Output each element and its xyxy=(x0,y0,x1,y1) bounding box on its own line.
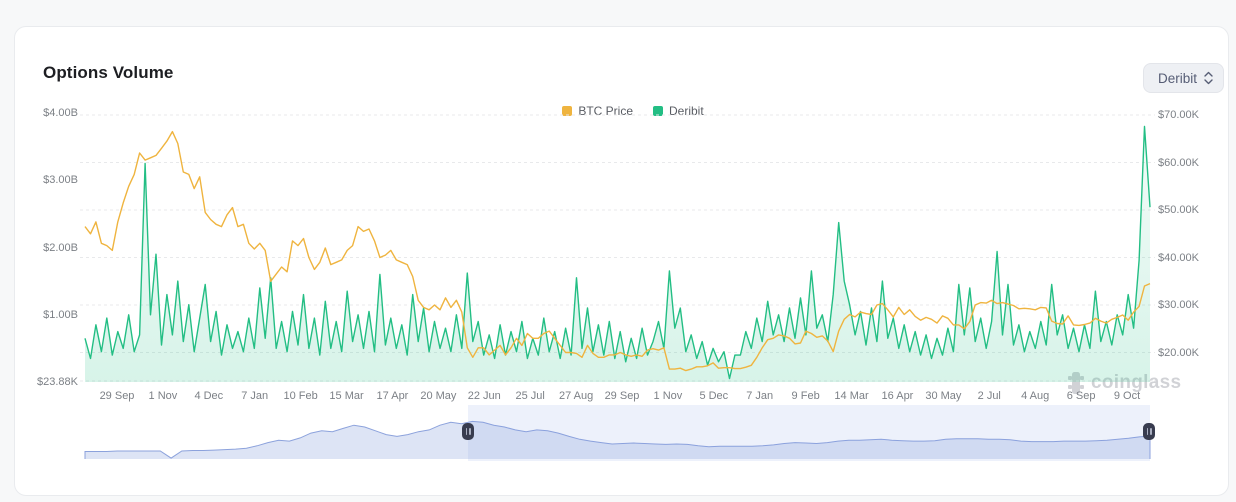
x-axis-tick-label: 1 Nov xyxy=(653,390,683,402)
x-axis-tick-label: 9 Oct xyxy=(1113,390,1141,402)
legend-swatch xyxy=(653,106,663,116)
x-axis-tick-label: 10 Feb xyxy=(283,390,318,402)
x-axis-tick-label: 14 Mar xyxy=(834,390,869,402)
chevron-up-down-icon xyxy=(1204,71,1213,85)
x-axis-tick-label: 4 Aug xyxy=(1021,390,1050,402)
legend-item-deribit[interactable]: Deribit xyxy=(653,104,704,118)
x-axis-tick-label: 4 Dec xyxy=(194,390,224,402)
navigator-left-handle[interactable] xyxy=(462,423,475,440)
navigator-line xyxy=(84,420,1151,459)
left-axis-tick-label: $1.00B xyxy=(43,308,78,321)
x-axis-tick-label: 29 Sep xyxy=(604,390,640,402)
navigator-right-handle[interactable] xyxy=(1143,423,1155,440)
x-axis-tick-label: 7 Jan xyxy=(746,390,774,402)
right-axis-tick-label: $60.00K xyxy=(1158,156,1199,169)
x-axis-tick-label: 17 Apr xyxy=(376,390,409,402)
legend-swatch xyxy=(562,106,573,116)
x-axis-tick-label: 27 Aug xyxy=(558,390,594,402)
exchange-select[interactable]: Deribit xyxy=(1143,63,1225,93)
x-axis-tick-label: 9 Feb xyxy=(791,390,820,402)
x-axis-tick-label: 29 Sep xyxy=(99,390,135,402)
options-volume-card: Options Volume Deribit BTC Price Deribit … xyxy=(14,26,1229,496)
exchange-select-value: Deribit xyxy=(1158,70,1198,86)
x-axis-tick-label: 2 Jul xyxy=(977,390,1001,402)
left-axis-tick-label: $3.00B xyxy=(43,174,78,187)
x-axis-tick-label: 7 Jan xyxy=(241,390,269,402)
right-axis-tick-label: $50.00K xyxy=(1158,204,1199,216)
page-title: Options Volume xyxy=(43,63,174,82)
x-axis-tick-label: 5 Dec xyxy=(699,390,729,402)
right-axis-tick-label: $70.00K xyxy=(1158,109,1199,121)
x-axis-tick-label: 6 Sep xyxy=(1066,390,1096,402)
navigator-selected-range[interactable] xyxy=(468,405,1150,461)
left-axis-tick-label: $23.88K xyxy=(37,376,78,388)
right-axis-tick-label: $30.00K xyxy=(1158,299,1199,311)
x-axis-tick-label: 30 May xyxy=(925,390,962,402)
x-axis-tick-label: 1 Nov xyxy=(148,390,178,402)
right-axis-tick-label: $20.00K xyxy=(1158,346,1199,359)
navigator-area xyxy=(85,421,1150,459)
left-axis-tick-label: $2.00B xyxy=(43,241,78,254)
x-axis-tick-label: 25 Jul xyxy=(515,390,545,402)
btc-price-line xyxy=(84,130,1151,372)
right-axis-tick-label: $40.00K xyxy=(1158,251,1199,264)
x-axis-tick-label: 16 Apr xyxy=(881,390,914,402)
x-axis-tick-label: 15 Mar xyxy=(329,390,364,402)
left-axis-tick-label: $4.00B xyxy=(43,107,78,119)
x-axis-tick-label: 22 Jun xyxy=(467,390,501,402)
legend-label: Deribit xyxy=(669,104,704,118)
x-axis-tick-label: 20 May xyxy=(420,390,457,402)
deribit-volume-area xyxy=(85,126,1150,382)
